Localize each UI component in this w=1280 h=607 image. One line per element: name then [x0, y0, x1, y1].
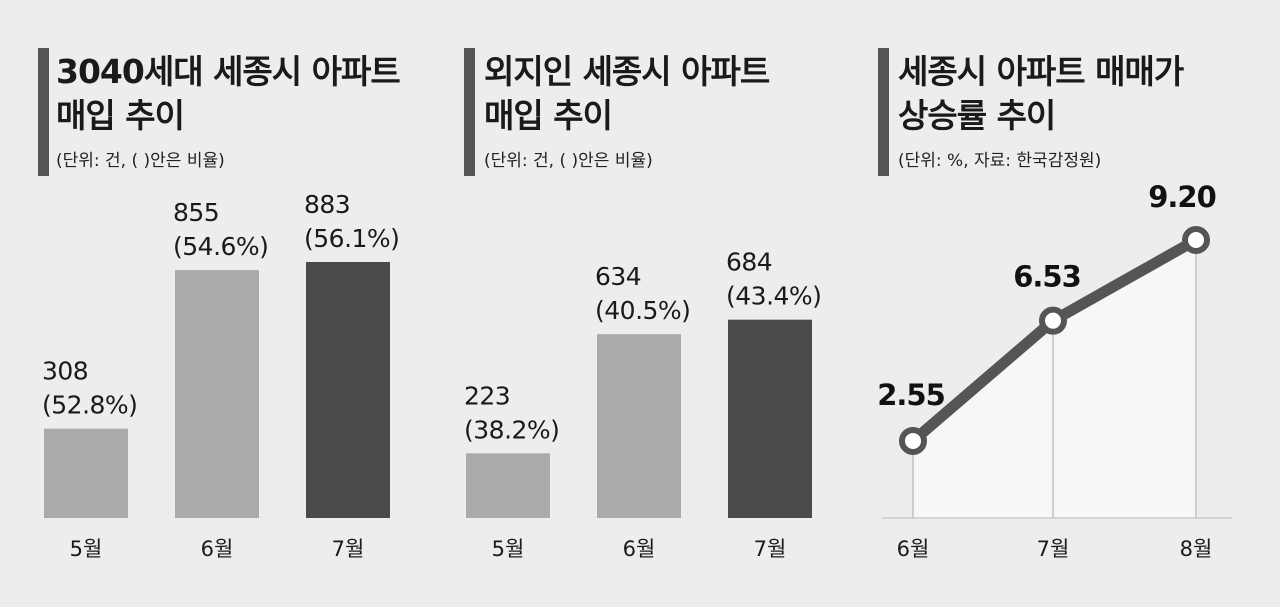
- bar: [466, 453, 550, 518]
- bar-ratio-label: (40.5%): [595, 296, 690, 325]
- bar-ratio-label: (54.6%): [173, 232, 268, 261]
- chart-title-line1: 세종시 아파트 매매가: [898, 52, 1184, 91]
- data-point: [1039, 306, 1067, 335]
- x-tick-label: 6월: [623, 537, 656, 561]
- bar-value-label: 684: [726, 248, 772, 277]
- bar-value-label: 223: [464, 381, 510, 410]
- x-tick-label: 8월: [1180, 537, 1213, 561]
- bar: [728, 319, 812, 518]
- chart-title-line1: 외지인 세종시 아파트: [484, 52, 770, 91]
- point-value-label: 6.53: [1013, 260, 1081, 294]
- data-point: [899, 426, 927, 455]
- chart-title-line2: 매입 추이: [56, 96, 184, 135]
- title-accent-bar: [38, 48, 49, 176]
- x-tick-label: 5월: [492, 537, 525, 561]
- bar-ratio-label: (56.1%): [304, 224, 399, 253]
- chart-title-line2: 매입 추이: [484, 96, 612, 135]
- bar-value-label: 883: [304, 190, 350, 219]
- title-accent-bar: [464, 48, 475, 176]
- unit-note: (단위: 건, ( )안은 비율): [484, 151, 653, 171]
- bar: [44, 428, 128, 518]
- point-value-label: 2.55: [877, 378, 945, 412]
- chart-title-line1: 3040세대 세종시 아파트: [56, 52, 400, 91]
- line-area-fill: [913, 240, 1196, 518]
- x-tick-label: 7월: [332, 537, 365, 561]
- unit-note: (단위: 건, ( )안은 비율): [56, 151, 225, 171]
- x-tick-label: 5월: [70, 537, 103, 561]
- title-accent-bar: [878, 48, 889, 176]
- bar-value-label: 634: [595, 262, 641, 291]
- bar-ratio-label: (38.2%): [464, 415, 559, 444]
- point-value-label: 9.20: [1148, 180, 1216, 214]
- data-point: [1182, 226, 1210, 254]
- bar: [597, 334, 681, 518]
- unit-note: (단위: %, 자료: 한국감정원): [898, 151, 1101, 171]
- bar-ratio-label: (43.4%): [726, 282, 821, 311]
- bar-value-label: 308: [42, 357, 88, 386]
- x-tick-label: 6월: [201, 537, 234, 561]
- x-tick-label: 6월: [897, 537, 930, 561]
- chart-title-line2: 상승률 추이: [898, 96, 1055, 135]
- bar-value-label: 855: [173, 198, 219, 227]
- bar: [175, 270, 259, 518]
- x-tick-label: 7월: [754, 537, 787, 561]
- bar: [306, 262, 390, 518]
- x-tick-label: 7월: [1037, 537, 1070, 561]
- bar-ratio-label: (52.8%): [42, 391, 137, 420]
